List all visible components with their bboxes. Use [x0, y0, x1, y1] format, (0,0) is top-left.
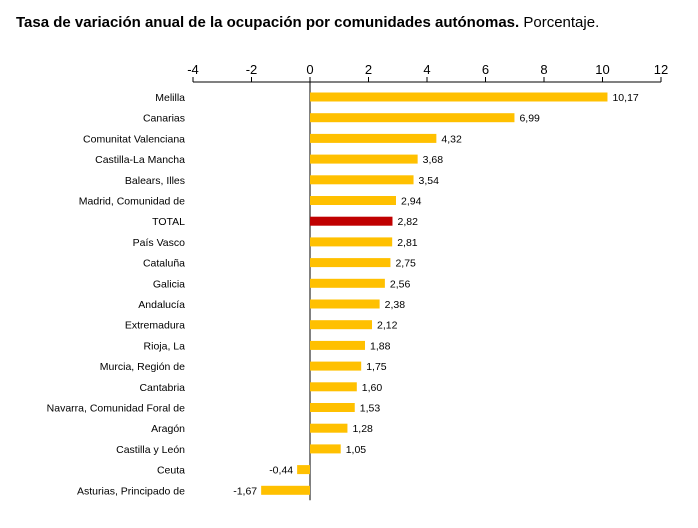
value-label: 1,60 [362, 382, 383, 394]
bar [310, 382, 357, 392]
x-tick-label: 2 [365, 62, 372, 77]
chart-title-unit: Porcentaje. [519, 14, 600, 31]
category-label: Melilla [155, 92, 185, 104]
bar [310, 113, 515, 123]
value-label: 1,28 [352, 423, 373, 435]
x-tick-label: 8 [540, 62, 547, 77]
bar [261, 485, 310, 495]
value-label: 10,17 [612, 92, 638, 104]
value-label: 3,68 [423, 154, 444, 166]
category-label: Ceuta [157, 465, 185, 477]
category-label: Navarra, Comunidad Foral de [47, 403, 185, 415]
bar [310, 278, 385, 288]
category-label: Cataluña [143, 258, 185, 270]
category-label: Canarias [143, 113, 185, 125]
bar [310, 133, 437, 143]
category-label: Comunitat Valenciana [83, 133, 185, 145]
value-label: 2,94 [401, 196, 422, 208]
value-label: 2,38 [385, 299, 406, 311]
bar [310, 361, 362, 371]
x-tick-label: 6 [482, 62, 489, 77]
chart-title: Tasa de variación anual de la ocupación … [16, 14, 599, 31]
value-label: 2,56 [390, 278, 411, 290]
bar [310, 92, 608, 102]
bar [310, 403, 355, 412]
x-tick-label: 4 [423, 62, 430, 77]
value-label: 2,82 [397, 216, 418, 228]
bar [310, 154, 418, 164]
category-label: TOTAL [152, 216, 185, 228]
category-label: Madrid, Comunidad de [79, 196, 185, 208]
value-label: 4,32 [441, 133, 462, 145]
value-label: 1,53 [360, 403, 381, 415]
bar [310, 423, 348, 433]
x-tick-label: -2 [246, 62, 258, 77]
bar [310, 320, 373, 330]
x-tick-label: 10 [595, 62, 609, 77]
bar [310, 299, 380, 309]
value-label: 6,99 [519, 113, 540, 125]
category-label: Rioja, La [144, 340, 186, 352]
bar [310, 444, 341, 454]
category-label: Galicia [153, 278, 185, 290]
value-label: 1,05 [346, 444, 367, 456]
value-label: 3,54 [419, 175, 440, 187]
value-label: -0,44 [269, 465, 293, 477]
category-label: Extremadura [125, 320, 185, 332]
x-tick-label: 0 [306, 62, 313, 77]
category-label: Asturias, Principado de [77, 485, 185, 497]
category-label: Castilla-La Mancha [95, 154, 185, 166]
bar [310, 258, 391, 268]
category-label: Cantabria [139, 382, 185, 394]
bar [310, 175, 414, 185]
chart-title-main: Tasa de variación anual de la ocupación … [16, 14, 520, 31]
category-label: Andalucía [138, 299, 185, 311]
category-label: Castilla y León [116, 444, 185, 456]
category-label: País Vasco [133, 237, 185, 249]
value-label: 2,75 [395, 258, 416, 270]
bar [310, 237, 393, 247]
value-label: 1,75 [366, 361, 387, 373]
value-label: 1,88 [370, 340, 391, 352]
value-label: -1,67 [233, 485, 257, 497]
category-label: Balears, Illes [125, 175, 185, 187]
value-label: 2,81 [397, 237, 418, 249]
bar [310, 196, 396, 205]
x-tick-label: -4 [187, 62, 199, 77]
bar [310, 340, 365, 350]
category-label: Murcia, Región de [100, 361, 185, 373]
value-label: 2,12 [377, 320, 398, 332]
bar [297, 465, 310, 475]
bar-total [310, 216, 393, 226]
x-tick-label: 12 [654, 62, 668, 77]
category-label: Aragón [151, 423, 185, 435]
